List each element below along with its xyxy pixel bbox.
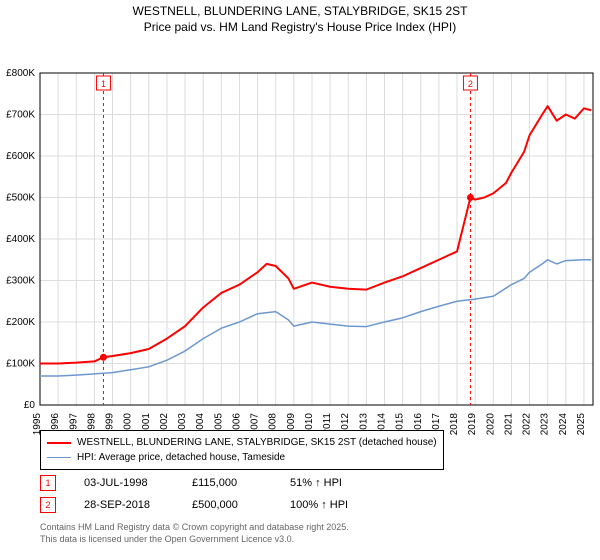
legend-label-hpi: HPI: Average price, detached house, Tame… (77, 450, 285, 465)
svg-text:£200K: £200K (6, 317, 35, 328)
svg-text:1: 1 (101, 79, 106, 89)
legend: WESTNELL, BLUNDERING LANE, STALYBRIDGE, … (40, 430, 444, 470)
credits-line-2: This data is licensed under the Open Gov… (40, 534, 349, 546)
sale-marker: 1 (40, 475, 56, 491)
svg-text:2025: 2025 (576, 413, 587, 436)
credits: Contains HM Land Registry data © Crown c… (40, 522, 349, 545)
title-line-1: WESTNELL, BLUNDERING LANE, STALYBRIDGE, … (0, 4, 600, 20)
svg-text:2023: 2023 (540, 413, 551, 436)
chart-container: WESTNELL, BLUNDERING LANE, STALYBRIDGE, … (0, 0, 600, 560)
sale-hpi: 51% ↑ HPI (290, 477, 370, 489)
svg-text:£800K: £800K (6, 68, 35, 79)
sale-marker: 2 (40, 497, 56, 513)
sale-price: £115,000 (192, 477, 262, 489)
svg-text:2018: 2018 (449, 413, 460, 436)
svg-text:£400K: £400K (6, 234, 35, 245)
sale-date: 28-SEP-2018 (84, 499, 164, 511)
line-chart: £0 £100K £200K £300K £400K £500K £600K £700K £80… (0, 35, 600, 450)
legend-swatch-subject (47, 442, 71, 444)
svg-text:£0: £0 (24, 400, 36, 411)
svg-text:2021: 2021 (503, 413, 514, 436)
sales-table: 1 03-JUL-1998 £115,000 51% ↑ HPI 2 28-SEP-201… (40, 475, 370, 519)
sale-hpi: 100% ↑ HPI (290, 499, 370, 511)
sale-price: £500,000 (192, 499, 262, 511)
svg-text:£600K: £600K (6, 151, 35, 162)
svg-text:£500K: £500K (6, 193, 35, 204)
chart-wrap: £0 £100K £200K £300K £400K £500K £600K £700K £80… (0, 35, 600, 450)
svg-text:2022: 2022 (522, 413, 533, 436)
credits-line-1: Contains HM Land Registry data © Crown c… (40, 522, 349, 534)
sales-row: 1 03-JUL-1998 £115,000 51% ↑ HPI (40, 475, 370, 491)
legend-row-hpi: HPI: Average price, detached house, Tame… (47, 450, 437, 465)
legend-swatch-hpi (47, 457, 71, 459)
sale-date: 03-JUL-1998 (84, 477, 164, 489)
title-block: WESTNELL, BLUNDERING LANE, STALYBRIDGE, … (0, 0, 600, 35)
svg-text:2024: 2024 (558, 413, 569, 436)
svg-text:£100K: £100K (6, 359, 35, 370)
svg-text:£700K: £700K (6, 110, 35, 121)
legend-row-subject: WESTNELL, BLUNDERING LANE, STALYBRIDGE, … (47, 435, 437, 450)
svg-text:2019: 2019 (467, 413, 478, 436)
svg-text:£300K: £300K (6, 276, 35, 287)
svg-text:2020: 2020 (485, 413, 496, 436)
title-line-2: Price paid vs. HM Land Registry's House … (0, 20, 600, 36)
sales-row: 2 28-SEP-2018 £500,000 100% ↑ HPI (40, 497, 370, 513)
legend-label-subject: WESTNELL, BLUNDERING LANE, STALYBRIDGE, … (77, 435, 437, 450)
svg-text:2: 2 (468, 79, 473, 89)
